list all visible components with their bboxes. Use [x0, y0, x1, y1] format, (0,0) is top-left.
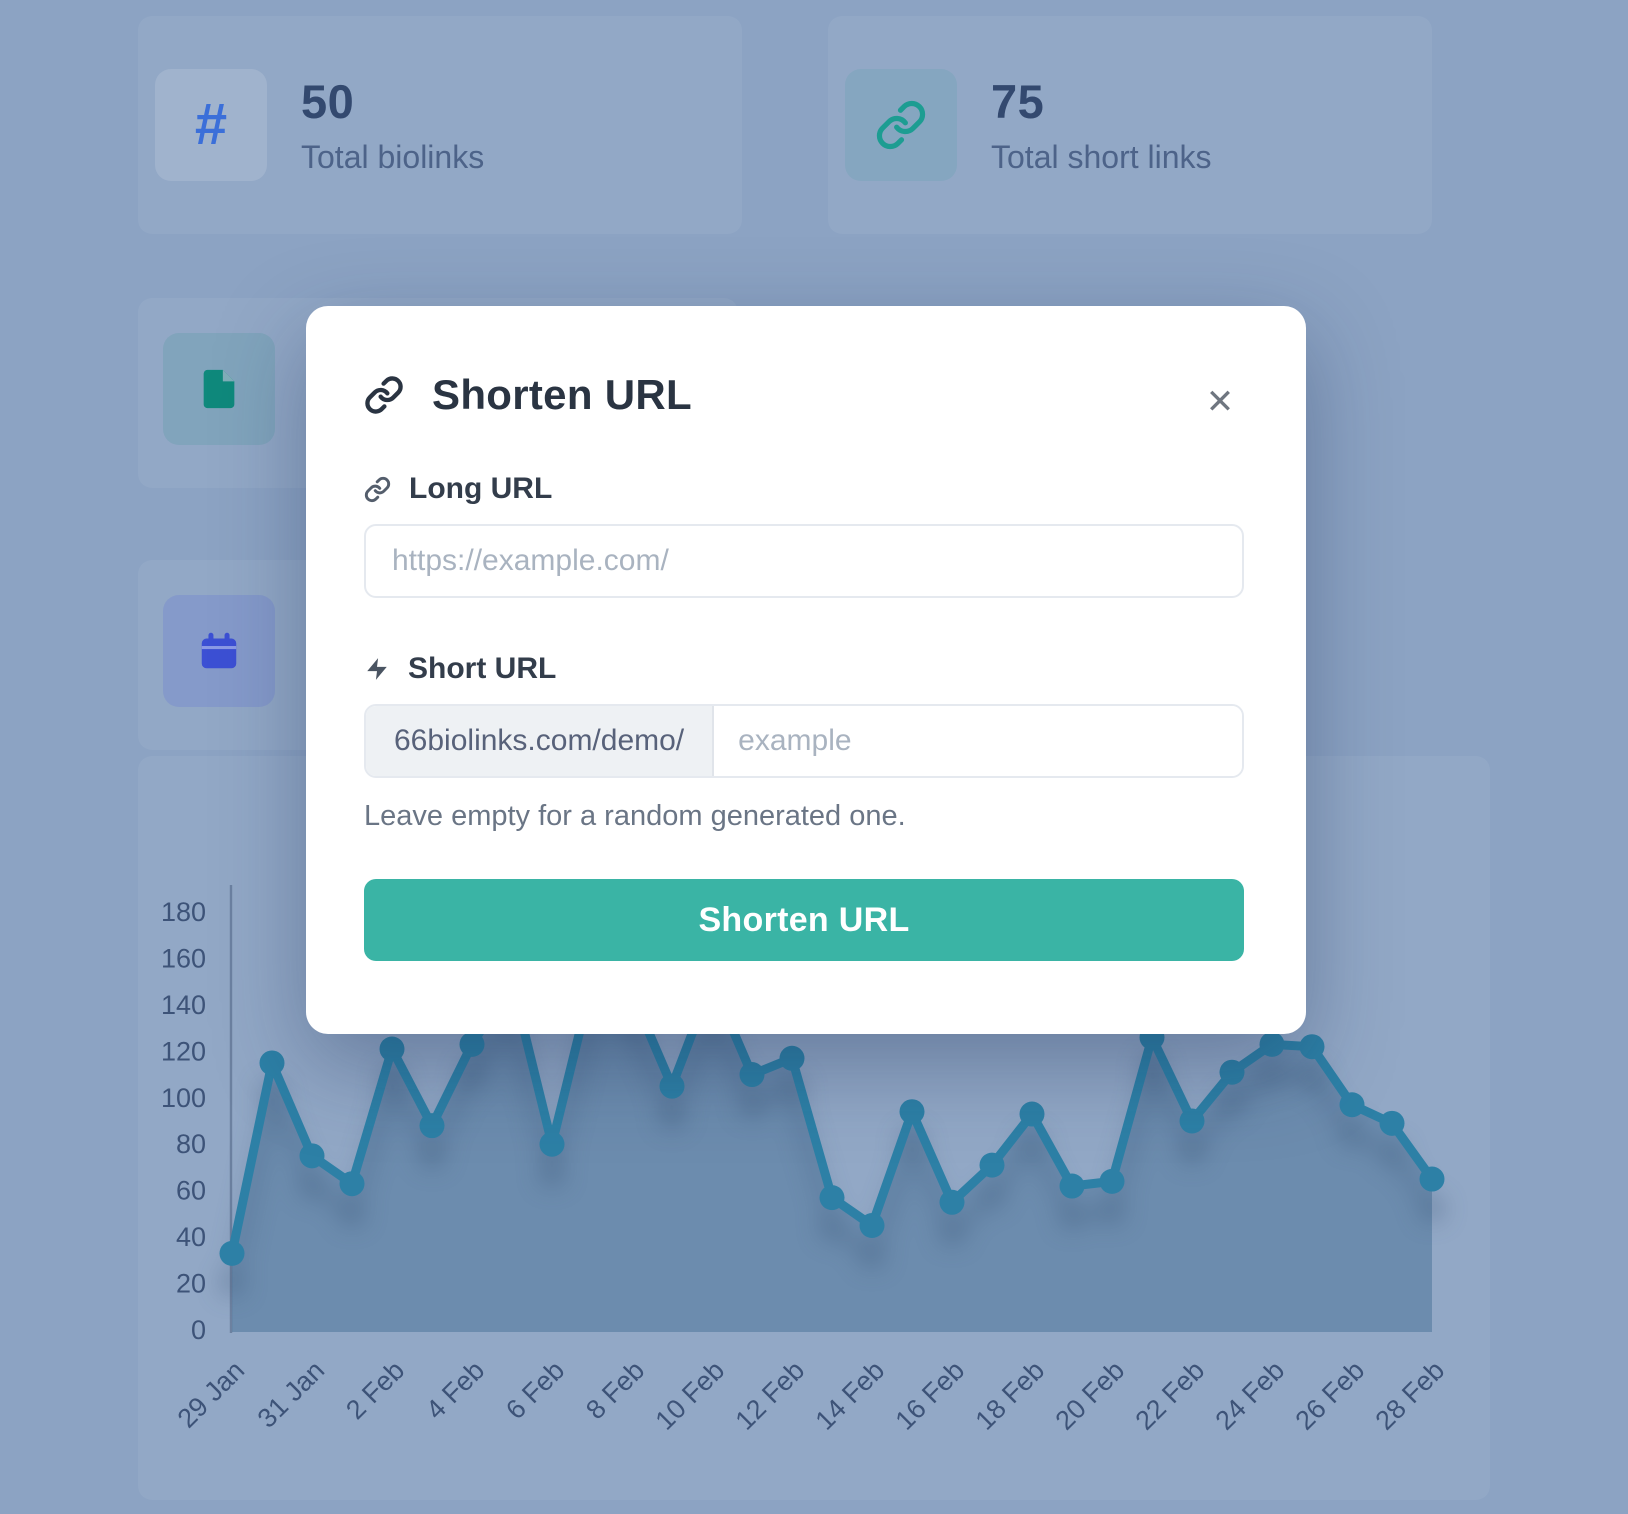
- y-tick-label: 140: [161, 990, 206, 1020]
- data-point: [459, 1031, 485, 1057]
- short-links-label: Total short links: [991, 139, 1212, 175]
- data-point: [939, 1189, 965, 1215]
- x-tick-label: 14 Feb: [810, 1355, 891, 1436]
- y-tick-label: 40: [176, 1222, 206, 1252]
- y-tick-label: 160: [161, 943, 206, 973]
- y-tick-label: 0: [191, 1315, 206, 1345]
- data-point: [219, 1240, 245, 1266]
- data-point: [379, 1036, 405, 1062]
- y-tick-label: 100: [161, 1083, 206, 1113]
- data-point: [1179, 1108, 1205, 1134]
- data-point: [819, 1185, 845, 1211]
- data-point: [899, 1099, 925, 1125]
- data-point: [1019, 1101, 1045, 1127]
- y-tick-label: 120: [161, 1036, 206, 1066]
- shorten-url-modal: Shorten URL ✕ Long URL Short URL 66bioli…: [306, 306, 1306, 1034]
- x-tick-label: 10 Feb: [650, 1355, 731, 1436]
- x-tick-label: 16 Feb: [890, 1355, 971, 1436]
- link-tile: [845, 69, 957, 181]
- long-url-label: Long URL: [409, 472, 553, 505]
- short-url-label-row: Short URL: [364, 652, 1244, 686]
- data-point: [1099, 1168, 1125, 1194]
- link-icon: [875, 99, 927, 151]
- short-url-prefix: 66biolinks.com/demo/: [366, 706, 715, 776]
- long-url-input[interactable]: [364, 524, 1244, 598]
- data-point: [659, 1073, 685, 1099]
- y-tick-label: 60: [176, 1176, 206, 1206]
- x-tick-label: 24 Feb: [1210, 1355, 1291, 1436]
- area-fill: [232, 981, 1432, 1332]
- shorten-url-button[interactable]: Shorten URL: [364, 879, 1244, 961]
- calendar-icon: [196, 628, 242, 674]
- calendar-tile: [163, 595, 275, 707]
- data-point: [739, 1062, 765, 1088]
- short-url-helper-text: Leave empty for a random generated one.: [364, 800, 906, 832]
- x-tick-label: 31 Jan: [252, 1355, 331, 1434]
- x-tick-label: 20 Feb: [1050, 1355, 1131, 1436]
- data-point: [1339, 1092, 1365, 1118]
- data-point: [539, 1131, 565, 1157]
- x-tick-label: 6 Feb: [500, 1355, 570, 1425]
- hash-icon: #: [194, 92, 228, 157]
- x-tick-label: 18 Feb: [970, 1355, 1051, 1436]
- modal-title: Shorten URL: [432, 371, 692, 418]
- biolinks-label: Total biolinks: [301, 139, 485, 175]
- short-url-group: 66biolinks.com/demo/: [364, 704, 1244, 778]
- pages-card-tile: [163, 333, 275, 445]
- x-tick-label: 8 Feb: [580, 1355, 650, 1425]
- x-tick-label: 2 Feb: [340, 1355, 410, 1425]
- data-point: [1379, 1110, 1405, 1136]
- x-tick-label: 29 Jan: [172, 1355, 251, 1434]
- short-links-count: 75: [991, 75, 1045, 128]
- x-tick-label: 28 Feb: [1370, 1355, 1451, 1436]
- document-tile: [163, 333, 275, 445]
- data-point: [419, 1113, 445, 1139]
- y-tick-label: 180: [161, 897, 206, 927]
- data-point: [1299, 1034, 1325, 1060]
- hash-tile: #: [155, 69, 267, 181]
- data-point: [859, 1213, 885, 1238]
- long-url-label-row: Long URL: [364, 472, 1244, 506]
- x-tick-label: 26 Feb: [1290, 1355, 1371, 1436]
- data-point: [779, 1045, 805, 1071]
- biolinks-count: 50: [301, 75, 355, 128]
- link-small-icon: [364, 476, 391, 503]
- y-tick-label: 80: [176, 1129, 206, 1159]
- zap-icon: [364, 656, 390, 682]
- short-url-label: Short URL: [408, 652, 557, 685]
- shortlinks-stat-card: [828, 16, 1432, 234]
- chain-icon: [364, 375, 404, 415]
- total-short-links-stat: 75 Total short links: [845, 69, 1212, 181]
- total-biolinks-stat: # 50 Total biolinks: [155, 69, 484, 181]
- x-tick-label: 12 Feb: [730, 1355, 811, 1436]
- events-card-tile: [163, 595, 275, 707]
- data-point: [979, 1152, 1005, 1178]
- document-icon: [196, 366, 242, 412]
- data-point: [1419, 1166, 1445, 1192]
- biolinks-stat-card: [138, 16, 742, 234]
- data-point: [1219, 1059, 1245, 1085]
- x-tick-label: 22 Feb: [1130, 1355, 1211, 1436]
- y-tick-label: 20: [176, 1269, 206, 1299]
- modal-header: Shorten URL ✕: [364, 364, 1244, 426]
- data-point: [1259, 1031, 1285, 1057]
- data-point: [339, 1171, 365, 1197]
- close-icon[interactable]: ✕: [1196, 378, 1244, 426]
- data-point: [1059, 1173, 1085, 1199]
- data-point: [259, 1050, 285, 1076]
- data-point: [299, 1143, 325, 1169]
- short-url-input[interactable]: [714, 706, 1242, 776]
- x-tick-label: 4 Feb: [420, 1355, 490, 1425]
